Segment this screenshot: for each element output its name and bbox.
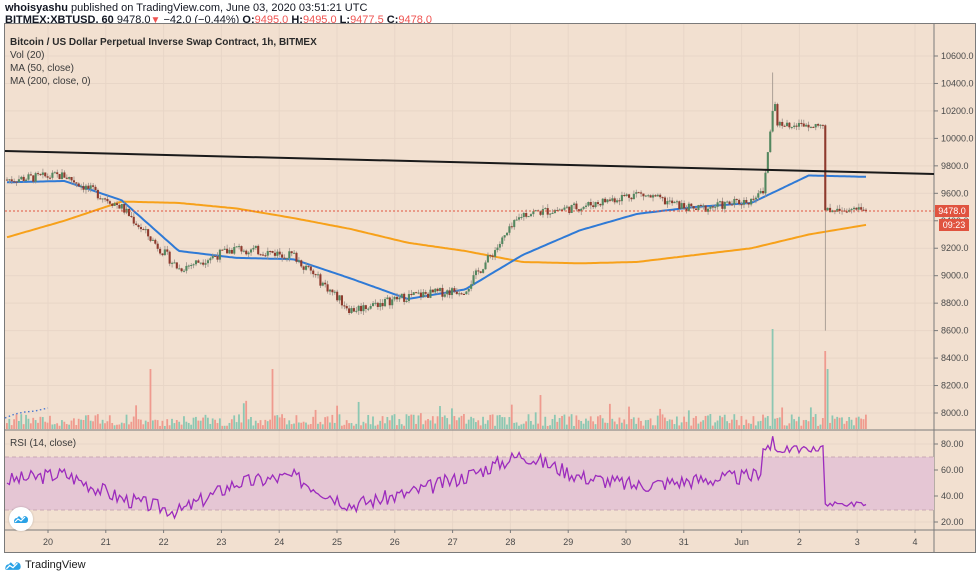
legend-item-volume[interactable]: Vol (20) (10, 50, 45, 61)
svg-text:8200.0: 8200.0 (941, 381, 969, 391)
low-label: L: (339, 14, 351, 26)
svg-text:29: 29 (563, 537, 573, 547)
svg-text:2: 2 (797, 537, 802, 547)
svg-text:3: 3 (855, 537, 860, 547)
svg-text:24: 24 (274, 537, 284, 547)
ma200-line[interactable] (6, 200, 867, 265)
published-text: published on TradingView.com, June 03, 2… (71, 2, 368, 14)
author-name[interactable]: whoisyashu (5, 2, 68, 14)
volume-bars (6, 329, 867, 429)
svg-text:10600.0: 10600.0 (941, 51, 974, 61)
trendline[interactable] (4, 150, 935, 175)
rsi-axis[interactable]: 20.00 40.00 60.00 80.00 (934, 439, 964, 527)
countdown-tag: 09:23 (939, 219, 969, 231)
time-axis[interactable]: 20 21 22 23 24 25 26 27 28 29 30 31 Jun 2 3 4 (43, 530, 918, 547)
svg-text:25: 25 (332, 537, 342, 547)
publish-info: whoisyashu published on TradingView.com,… (5, 2, 367, 15)
svg-text:26: 26 (390, 537, 400, 547)
candlesticks[interactable] (5, 72, 867, 331)
svg-text:30: 30 (621, 537, 631, 547)
last-price-tag: 9478.0 (935, 205, 969, 217)
down-arrow-icon: ▼ (150, 15, 161, 26)
rsi-line[interactable] (6, 436, 867, 520)
svg-text:20: 20 (43, 537, 53, 547)
price-axis[interactable]: 8000.0 8200.0 8400.0 8600.0 8800.0 9000.0 9200… (934, 51, 974, 418)
svg-text:9200.0: 9200.0 (941, 243, 969, 253)
svg-text:8800.0: 8800.0 (941, 298, 969, 308)
svg-text:4: 4 (912, 537, 917, 547)
rsi-band (5, 457, 934, 510)
tradingview-logo-icon (5, 561, 21, 570)
svg-text:10200.0: 10200.0 (941, 106, 974, 116)
svg-text:9800.0: 9800.0 (941, 161, 969, 171)
volume-ma-line (4, 407, 49, 419)
svg-text:8000.0: 8000.0 (941, 408, 969, 418)
chart-title: Bitcoin / US Dollar Perpetual Inverse Sw… (10, 37, 317, 48)
footer: TradingView (4, 559, 86, 571)
svg-text:31: 31 (679, 537, 689, 547)
rsi-legend[interactable]: RSI (14, close) (10, 438, 77, 449)
svg-text:21: 21 (101, 537, 111, 547)
tradingview-logo-icon (14, 516, 28, 523)
close-label: C: (386, 14, 399, 26)
legend-item-ma50[interactable]: MA (50, close) (10, 63, 74, 74)
chart-legend: Bitcoin / US Dollar Perpetual Inverse Sw… (10, 36, 317, 88)
svg-text:28: 28 (505, 537, 515, 547)
legend-item-ma200[interactable]: MA (200, close, 0) (10, 76, 91, 87)
svg-text:8400.0: 8400.0 (941, 353, 969, 363)
svg-text:9000.0: 9000.0 (941, 271, 969, 281)
svg-text:23: 23 (216, 537, 226, 547)
svg-text:8600.0: 8600.0 (941, 326, 969, 336)
svg-text:80.00: 80.00 (941, 439, 964, 449)
svg-text:60.00: 60.00 (941, 465, 964, 475)
svg-text:22: 22 (159, 537, 169, 547)
svg-text:10000.0: 10000.0 (941, 133, 974, 143)
high-label: H: (291, 14, 303, 26)
svg-text:Jun: Jun (734, 537, 749, 547)
ma50-line[interactable] (7, 174, 866, 300)
svg-text:20.00: 20.00 (941, 517, 964, 527)
svg-text:27: 27 (448, 537, 458, 547)
tradingview-badge[interactable] (9, 507, 33, 531)
svg-text:40.00: 40.00 (941, 491, 964, 501)
svg-text:10400.0: 10400.0 (941, 78, 974, 88)
svg-text:9600.0: 9600.0 (941, 188, 969, 198)
grid (5, 24, 934, 530)
footer-brand[interactable]: TradingView (25, 559, 86, 571)
